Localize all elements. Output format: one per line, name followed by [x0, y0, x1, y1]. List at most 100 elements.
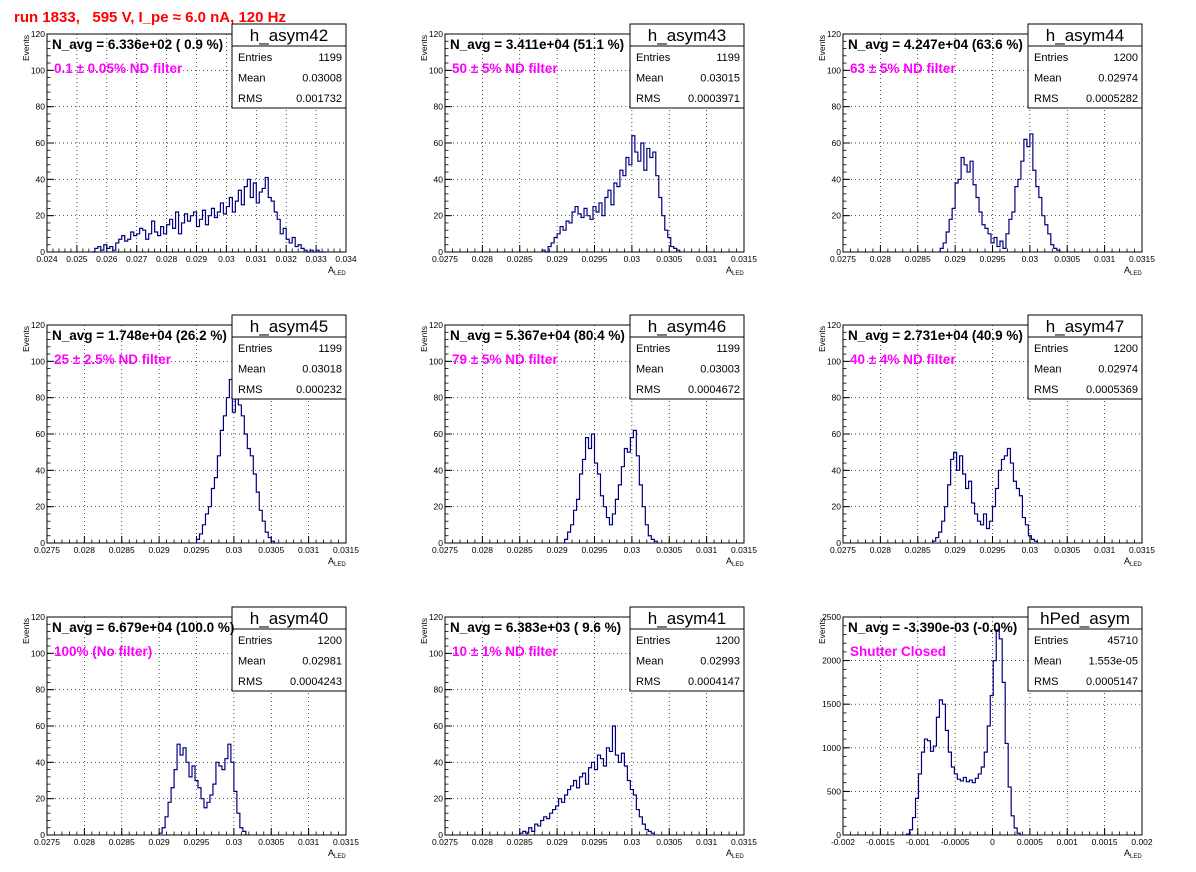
y-tick-label: 120 — [429, 612, 443, 622]
histogram-name: h_asym44 — [1046, 26, 1124, 45]
stats-value: 0.000232 — [296, 384, 342, 396]
histogram-line — [195, 378, 275, 543]
y-tick-label: 2500 — [822, 612, 841, 622]
y-axis-label: Events — [817, 326, 827, 352]
stats-box — [629, 336, 745, 400]
x-tick-label: -0.0005 — [941, 837, 970, 847]
x-tick-label: 0.027 — [126, 254, 148, 264]
n-avg-annotation: N_avg = -3.390e-03 (-0.0%) — [848, 620, 1017, 635]
x-axis-label: ALED — [1124, 265, 1142, 277]
x-axis-label: ALED — [1124, 556, 1142, 568]
stats-value: 1199 — [318, 343, 342, 355]
x-tick-label: 0.031 — [298, 837, 320, 847]
y-tick-label: 20 — [434, 211, 444, 221]
x-tick-label: 0.0285 — [507, 254, 533, 264]
y-axis-label: Events — [817, 35, 827, 61]
y-tick-label: 80 — [434, 685, 444, 695]
x-tick-label: 0.002 — [1131, 837, 1153, 847]
x-axis-label-subscript: LED — [334, 854, 346, 860]
x-axis-label-subscript: LED — [1130, 854, 1142, 860]
stats-value: 1199 — [716, 52, 740, 64]
histogram-line — [932, 447, 1038, 543]
filter-label: 0.1 ± 0.05% ND filter — [54, 61, 183, 76]
y-tick-label: 120 — [429, 29, 443, 39]
y-tick-label: 40 — [36, 174, 46, 184]
x-tick-label: 0.03 — [624, 545, 641, 555]
stats-value: 0.03008 — [302, 73, 342, 85]
x-tick-label: -0.0015 — [866, 837, 895, 847]
x-tick-label: 0.029 — [186, 254, 208, 264]
x-tick-label: 0.0315 — [731, 837, 757, 847]
y-tick-label: 60 — [36, 138, 46, 148]
y-tick-label: 120 — [827, 320, 841, 330]
y-tick-label: 100 — [31, 648, 45, 658]
stats-value: 0.0004672 — [688, 384, 740, 396]
x-tick-label: 0.034 — [335, 254, 357, 264]
histogram-panel-h_asym47: 0.0275 0.028 0.0285 0.029 0.0295 0.03 0.0305 0.… — [817, 314, 1155, 568]
y-tick-label: 40 — [832, 174, 842, 184]
y-tick-label: 40 — [36, 757, 46, 767]
x-tick-label: 0.0295 — [582, 837, 608, 847]
filter-label: 50 ± 5% ND filter — [452, 61, 558, 76]
x-tick-label: 0.026 — [96, 254, 118, 264]
filter-label: 63 ± 5% ND filter — [850, 61, 956, 76]
x-tick-label: 0.0005 — [1017, 837, 1043, 847]
stats-label: Mean — [238, 656, 266, 668]
x-tick-label: 0.0305 — [1054, 545, 1080, 555]
x-tick-label: 0.029 — [148, 545, 170, 555]
y-axis-label: Events — [21, 618, 31, 644]
x-tick-label: 0.025 — [66, 254, 88, 264]
x-tick-label: 0.028 — [472, 254, 494, 264]
y-tick-label: 80 — [434, 393, 444, 403]
stats-label: RMS — [1034, 676, 1058, 688]
y-tick-label: 20 — [832, 502, 842, 512]
x-tick-label: 0.032 — [276, 254, 298, 264]
stats-value: 0.02974 — [1098, 364, 1138, 376]
y-tick-label: 20 — [36, 794, 46, 804]
histogram-name: h_asym43 — [648, 26, 726, 45]
histogram-panel-h_asym41: 0.0275 0.028 0.0285 0.029 0.0295 0.03 0.0305 0.… — [419, 606, 757, 860]
y-tick-label: 80 — [434, 102, 444, 112]
y-tick-label: 1500 — [822, 699, 841, 709]
x-tick-label: 0.029 — [546, 254, 568, 264]
y-tick-label: 40 — [36, 465, 46, 475]
y-tick-label: 120 — [827, 29, 841, 39]
y-tick-label: 80 — [832, 102, 842, 112]
x-tick-label: 0.0295 — [980, 545, 1006, 555]
y-tick-label: 100 — [31, 65, 45, 75]
x-tick-label: 0.028 — [870, 254, 892, 264]
stats-value: 0.0005369 — [1086, 384, 1138, 396]
x-tick-label: 0.031 — [696, 254, 718, 264]
y-axis-label: Events — [419, 35, 429, 61]
stats-value: 1200 — [1114, 343, 1138, 355]
stats-label: Mean — [1034, 73, 1062, 85]
x-tick-label: 0.0295 — [980, 254, 1006, 264]
x-axis-label-subscript: LED — [732, 562, 744, 568]
histogram-line — [939, 133, 1061, 252]
stats-box — [1027, 336, 1143, 400]
y-tick-label: 80 — [36, 102, 46, 112]
x-axis-label: ALED — [328, 265, 346, 277]
stats-value: 0.02993 — [700, 656, 740, 668]
histogram-line — [519, 725, 655, 835]
stats-value: 1200 — [1114, 52, 1138, 64]
stats-value: 1199 — [716, 343, 740, 355]
x-tick-label: 0.0295 — [184, 837, 210, 847]
stats-label: Entries — [1034, 52, 1069, 64]
x-tick-label: 0.03 — [226, 837, 243, 847]
stats-label: Entries — [636, 52, 671, 64]
n-avg-annotation: N_avg = 6.383e+03 ( 9.6 %) — [450, 620, 621, 635]
stats-value: 0.0005282 — [1086, 93, 1138, 105]
y-tick-label: 100 — [429, 356, 443, 366]
y-tick-label: 60 — [36, 429, 46, 439]
stats-value: 0.0004243 — [290, 676, 342, 688]
stats-label: Mean — [1034, 656, 1062, 668]
n-avg-annotation: N_avg = 1.748e+04 (26.2 %) — [52, 328, 227, 343]
x-tick-label: 0.028 — [870, 545, 892, 555]
stats-label: RMS — [636, 93, 660, 105]
y-tick-label: 120 — [31, 320, 45, 330]
stats-value: 0.03015 — [700, 73, 740, 85]
histogram-panel-h_asym45: 0.0275 0.028 0.0285 0.029 0.0295 0.03 0.0305 0.… — [21, 314, 359, 568]
x-tick-label: 0.03 — [226, 545, 243, 555]
x-tick-label: 0.0305 — [258, 837, 284, 847]
